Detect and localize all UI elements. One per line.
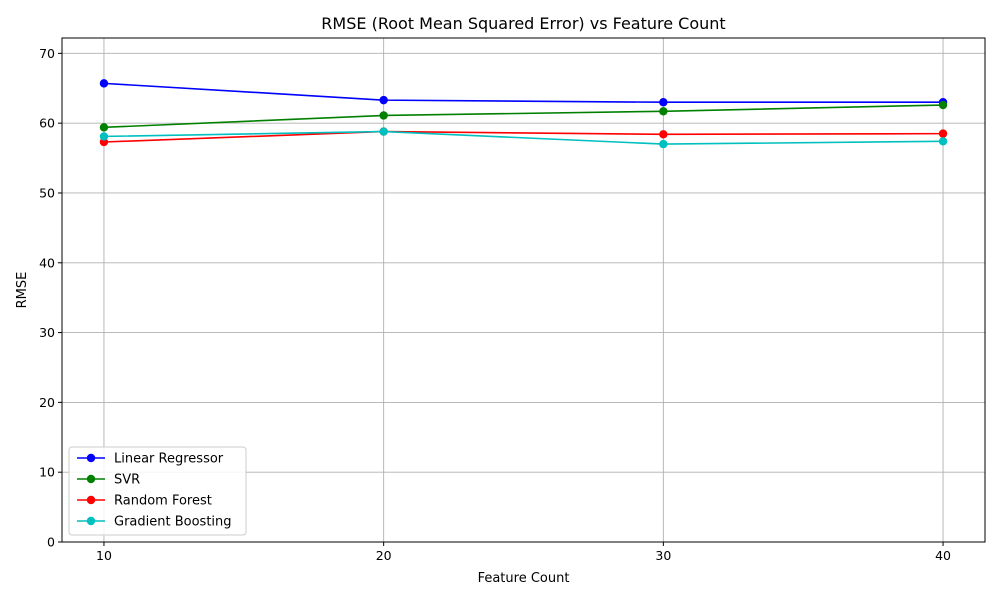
data-point-linear-regressor bbox=[99, 79, 109, 88]
legend-label-svr: SVR bbox=[114, 473, 140, 488]
y-axis-label: RMSE bbox=[15, 272, 30, 309]
y-tick-label: 60 bbox=[39, 116, 55, 131]
x-tick-label: 30 bbox=[655, 548, 671, 563]
legend-marker-svr bbox=[86, 474, 96, 484]
legend-label-linear-regressor: Linear Regressor bbox=[114, 452, 224, 467]
data-point-svr bbox=[99, 123, 109, 132]
chart-title: RMSE (Root Mean Squared Error) vs Featur… bbox=[321, 14, 725, 33]
data-point-svr bbox=[379, 111, 388, 120]
legend: Linear Regressor SVR Random Forest Gradient… bbox=[68, 446, 247, 536]
data-point-random-forest bbox=[938, 129, 948, 138]
y-axis-ticks: 0 10 20 30 40 50 60 70 bbox=[39, 46, 62, 550]
series-layer bbox=[99, 79, 948, 149]
x-tick-label: 40 bbox=[935, 548, 951, 563]
y-tick-label: 50 bbox=[39, 185, 55, 200]
y-tick-label: 10 bbox=[39, 465, 55, 480]
data-point-linear-regressor bbox=[659, 98, 668, 107]
data-point-gradient-boosting bbox=[938, 137, 948, 146]
legend-marker-random-forest bbox=[86, 495, 96, 505]
data-point-svr bbox=[659, 107, 668, 116]
series-line-svr bbox=[103, 104, 944, 129]
y-tick-label: 20 bbox=[39, 395, 55, 410]
data-point-gradient-boosting bbox=[99, 132, 109, 141]
x-tick-label: 20 bbox=[376, 548, 392, 563]
legend-marker-gradient-boosting bbox=[86, 516, 96, 526]
data-point-gradient-boosting bbox=[379, 127, 388, 136]
series-line-random-forest bbox=[103, 130, 944, 143]
legend-box bbox=[68, 446, 247, 536]
x-tick-label: 10 bbox=[96, 548, 112, 563]
y-tick-label: 0 bbox=[47, 535, 55, 550]
legend-label-gradient-boosting: Gradient Boosting bbox=[114, 515, 232, 530]
data-point-linear-regressor bbox=[379, 95, 388, 105]
data-point-gradient-boosting bbox=[659, 139, 668, 149]
y-tick-label: 70 bbox=[39, 46, 55, 61]
plot-area-frame bbox=[61, 37, 986, 543]
x-axis-ticks: 10 20 30 40 bbox=[96, 542, 951, 563]
y-tick-label: 40 bbox=[39, 255, 55, 270]
series-line-linear-regressor bbox=[103, 82, 944, 104]
legend-marker-linear-regressor bbox=[86, 453, 96, 463]
series-line-gradient-boosting bbox=[103, 130, 944, 145]
y-tick-label: 30 bbox=[39, 325, 55, 340]
data-point-svr bbox=[938, 100, 948, 110]
legend-label-random-forest: Random Forest bbox=[114, 494, 212, 509]
x-axis-label: Feature Count bbox=[478, 571, 570, 586]
data-point-random-forest bbox=[659, 130, 668, 139]
